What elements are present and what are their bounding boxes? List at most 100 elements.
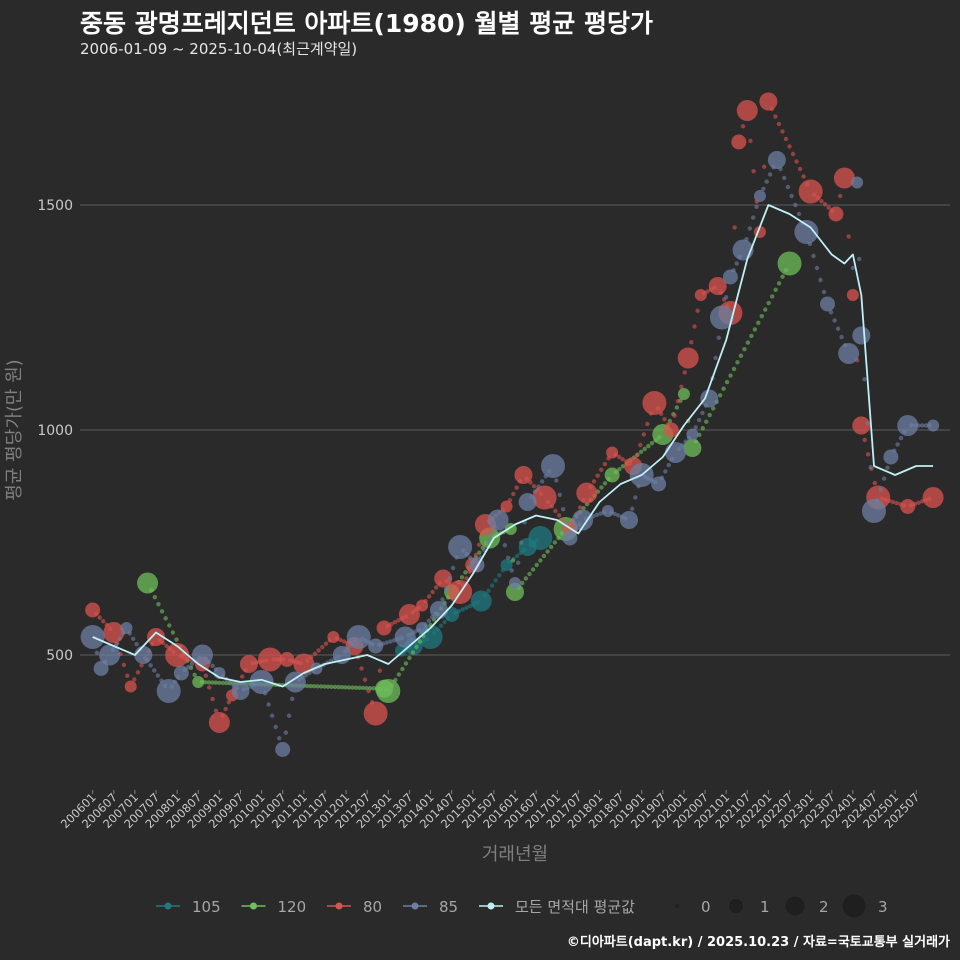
- trail-dot: [486, 588, 491, 593]
- trail-dot: [336, 684, 341, 690]
- data-point: [708, 277, 727, 295]
- trail-dot: [898, 435, 904, 441]
- trail-dot: [629, 506, 635, 511]
- trail-dot: [523, 576, 529, 581]
- trail-dot: [738, 353, 744, 358]
- trail-dot: [764, 179, 769, 184]
- data-point: [694, 289, 707, 301]
- trail-dot: [700, 410, 705, 416]
- trail-dot: [689, 340, 694, 345]
- trail-dot: [273, 724, 278, 730]
- trail-dot: [793, 202, 798, 208]
- trail-dot: [785, 184, 791, 190]
- trail-dot: [705, 289, 710, 294]
- data-point: [85, 602, 101, 618]
- trail-dot: [164, 643, 169, 649]
- data-point: [883, 449, 899, 465]
- trail-dot: [442, 619, 447, 625]
- trail-dot: [704, 419, 709, 424]
- trail-dot: [502, 543, 508, 548]
- trail-dot: [620, 464, 626, 469]
- trail-dot: [923, 423, 929, 428]
- trail-dot: [759, 314, 764, 319]
- trail-dot: [862, 437, 867, 443]
- trail-dot: [916, 500, 921, 505]
- data-point: [846, 289, 859, 301]
- trail-dot: [167, 623, 172, 628]
- trail-dot: [519, 540, 524, 545]
- trail-dot: [617, 467, 622, 472]
- trail-dot: [862, 377, 867, 382]
- data-point: [683, 439, 702, 457]
- trail-dot: [497, 573, 502, 578]
- data-point: [258, 647, 283, 672]
- trail-dot: [396, 672, 402, 677]
- trail-dot: [752, 327, 758, 332]
- x-axis-title: 거래년월: [482, 844, 548, 865]
- data-point: [192, 676, 205, 688]
- trail-dot: [311, 684, 317, 689]
- trail-dot: [514, 485, 519, 490]
- trail-dot: [353, 685, 359, 690]
- trail-dot: [159, 609, 165, 614]
- data-point: [838, 343, 860, 364]
- trail-dot: [476, 542, 482, 547]
- trail-dot: [856, 256, 862, 262]
- axes: 5001000150020060120060720070120070720080…: [4, 198, 922, 865]
- trail-dot: [510, 558, 516, 563]
- trail-dot: [548, 544, 554, 550]
- trail-dot: [121, 662, 127, 668]
- data-point: [398, 604, 420, 625]
- size-legend-label: 2: [819, 898, 829, 916]
- size-legend-dot: [675, 904, 679, 908]
- data-point: [124, 680, 137, 693]
- data-point: [897, 415, 919, 436]
- trail-dot: [362, 677, 368, 682]
- legend-label: 85: [439, 898, 458, 916]
- trail-dot: [514, 553, 520, 559]
- trail-dot: [134, 642, 139, 647]
- trail-dot: [341, 639, 347, 644]
- trail-dot: [826, 205, 831, 210]
- trail-dot: [728, 373, 733, 378]
- legend-label: 120: [278, 898, 307, 916]
- trail-dot: [783, 136, 789, 142]
- trail-dot: [430, 589, 435, 595]
- trail-dot: [477, 550, 482, 555]
- data-point: [394, 626, 416, 648]
- trail-dot: [776, 281, 782, 286]
- chart-title: 중동 광명프레지던트 아파트(1980) 월별 평균 평당가: [80, 9, 653, 38]
- trail-dot: [323, 641, 329, 646]
- trail-dot: [417, 639, 423, 644]
- legend-item-3: 85: [403, 898, 458, 916]
- data-point: [99, 644, 121, 666]
- trail-dot: [642, 446, 647, 452]
- grid: [80, 204, 950, 656]
- trail-dot: [695, 308, 700, 313]
- size-legend-item: 3: [842, 894, 888, 918]
- trail-dot: [595, 473, 600, 478]
- trail-dot: [750, 215, 756, 220]
- trail-dot: [560, 507, 566, 512]
- data-point: [700, 389, 719, 408]
- trail-dot: [556, 513, 562, 518]
- trail-dot: [850, 265, 856, 271]
- trail-dot: [536, 484, 541, 489]
- trail-dot: [226, 700, 232, 705]
- data-point: [165, 643, 190, 667]
- trail-dot: [489, 583, 495, 588]
- trail-dot: [782, 175, 787, 181]
- trail-dot: [735, 360, 740, 365]
- series-120: [137, 251, 802, 703]
- trail-dot: [530, 567, 536, 572]
- trail-dot: [343, 685, 348, 690]
- trail-dot: [663, 469, 668, 474]
- trail-dot: [407, 655, 412, 661]
- trail-dot: [696, 417, 702, 423]
- size-legend-item: 0: [675, 898, 711, 916]
- trail-dot: [645, 421, 650, 427]
- trail-dot: [312, 651, 318, 657]
- trail-dot: [206, 680, 211, 685]
- trail-dot: [303, 673, 309, 678]
- trail-dot: [224, 680, 229, 686]
